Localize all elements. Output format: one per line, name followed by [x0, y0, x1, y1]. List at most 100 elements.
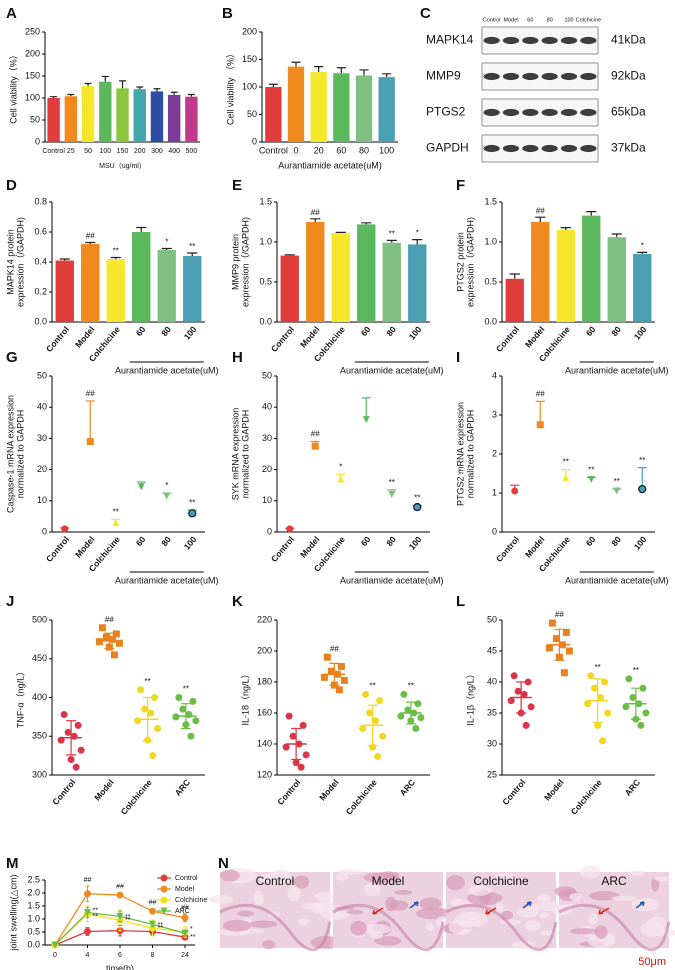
- data-point: [637, 721, 645, 729]
- panel-letter: H: [232, 349, 243, 366]
- data-point: [188, 509, 197, 518]
- panel-letter: C: [420, 5, 431, 22]
- error-bar: [335, 231, 346, 234]
- x-tick-label: Model: [523, 534, 546, 559]
- y-tick-label: 250: [25, 26, 40, 36]
- bar: [382, 242, 401, 322]
- tissue-detail: [314, 891, 336, 902]
- tissue-detail: [248, 920, 278, 928]
- data-point: [404, 706, 412, 714]
- data-point: [160, 885, 168, 893]
- panel-letter: L: [456, 593, 465, 610]
- data-point: [510, 672, 518, 680]
- y-tick-label: 0.0: [259, 316, 272, 326]
- bar: [81, 86, 95, 142]
- y-tick-label: 200: [257, 645, 272, 655]
- data-point: [134, 717, 142, 725]
- band: [580, 36, 597, 45]
- data-point: [335, 686, 343, 694]
- bar: [280, 255, 299, 322]
- data-point: [507, 697, 515, 705]
- data-point: [562, 473, 570, 481]
- data-point: [514, 687, 522, 695]
- data-point: [163, 492, 171, 500]
- tissue-detail: [539, 912, 550, 919]
- blot-frame: [481, 134, 599, 163]
- size-label: 92kDa: [611, 69, 646, 83]
- x-axis-title: time(h): [106, 963, 134, 970]
- x-tick-label: 100: [379, 145, 394, 155]
- significance: **: [563, 458, 569, 467]
- significance: **: [158, 922, 164, 929]
- y-tick-label: 100: [25, 92, 40, 102]
- group-label: Aurantiamide acetate(uM): [565, 365, 669, 375]
- tissue-detail: [208, 894, 233, 904]
- y-tick-label: 1.5: [27, 900, 40, 910]
- bar: [132, 232, 151, 322]
- data-point: [522, 721, 530, 729]
- panel-letter: B: [222, 5, 233, 22]
- data-point: [181, 914, 189, 922]
- panel-letter: F: [456, 177, 465, 194]
- group-label: Aurantiamide acetate(uM): [115, 365, 219, 375]
- tissue-detail: [570, 928, 598, 935]
- x-tick-label: Model: [542, 777, 565, 802]
- panel-letter: A: [6, 5, 17, 22]
- significance: **: [93, 908, 99, 915]
- y-tick-label: 100: [242, 81, 257, 91]
- y-tick-label: 2: [492, 448, 497, 458]
- tissue-detail: [445, 903, 558, 952]
- data-point: [372, 717, 380, 725]
- x-tick-label: ARC: [173, 777, 193, 798]
- tissue-detail: [494, 873, 516, 879]
- x-tick-label: Model: [73, 534, 96, 559]
- y-tick-label: 0.5: [259, 276, 272, 286]
- y-tick-label: 2.0: [27, 887, 40, 897]
- tissue-detail: [588, 912, 598, 925]
- x-tick-label: 200: [134, 148, 146, 155]
- y-tick-label: 30: [37, 433, 47, 443]
- sd-bar: [592, 678, 603, 723]
- data-point: [376, 697, 384, 705]
- data-point: [552, 635, 560, 643]
- y-tick-label: 40: [37, 402, 47, 412]
- bar: [55, 260, 74, 322]
- significance: ##: [536, 389, 545, 398]
- lane-label: Control: [483, 17, 501, 23]
- error-bar: [386, 239, 397, 243]
- significance: ##: [116, 883, 124, 890]
- data-point: [108, 635, 116, 643]
- scale-bar-label: 50μm: [638, 956, 666, 968]
- data-point: [60, 711, 68, 719]
- data-point: [340, 676, 348, 684]
- data-point: [413, 502, 422, 512]
- data-point: [181, 929, 189, 937]
- x-tick-label: Control: [44, 324, 71, 354]
- sd-bar: [104, 632, 115, 650]
- bar: [505, 278, 524, 322]
- group-label: Aurantiamide acetate(uM): [340, 365, 444, 375]
- panel-letter: G: [6, 349, 18, 366]
- data-point: [400, 690, 408, 698]
- error-bar: [382, 73, 392, 78]
- significance: ##: [311, 208, 320, 217]
- significance: **: [189, 498, 195, 507]
- data-point: [597, 694, 605, 701]
- bar: [310, 72, 327, 142]
- tissue-detail: [253, 891, 264, 907]
- blot-frame: [481, 26, 599, 55]
- bar: [81, 244, 100, 322]
- data-point: [116, 912, 124, 920]
- y-axis-title: MAPK14 protein: [5, 229, 15, 295]
- tissue-detail: [335, 873, 349, 882]
- x-tick-label: Control: [494, 534, 521, 564]
- bar: [582, 215, 601, 322]
- bar: [378, 77, 395, 142]
- y-tick-label: 40: [262, 402, 272, 412]
- bar: [133, 89, 146, 142]
- bar: [106, 259, 125, 322]
- x-tick-label: Control: [269, 534, 296, 564]
- bar: [265, 87, 282, 142]
- data-point: [524, 678, 532, 686]
- data-point: [302, 751, 310, 759]
